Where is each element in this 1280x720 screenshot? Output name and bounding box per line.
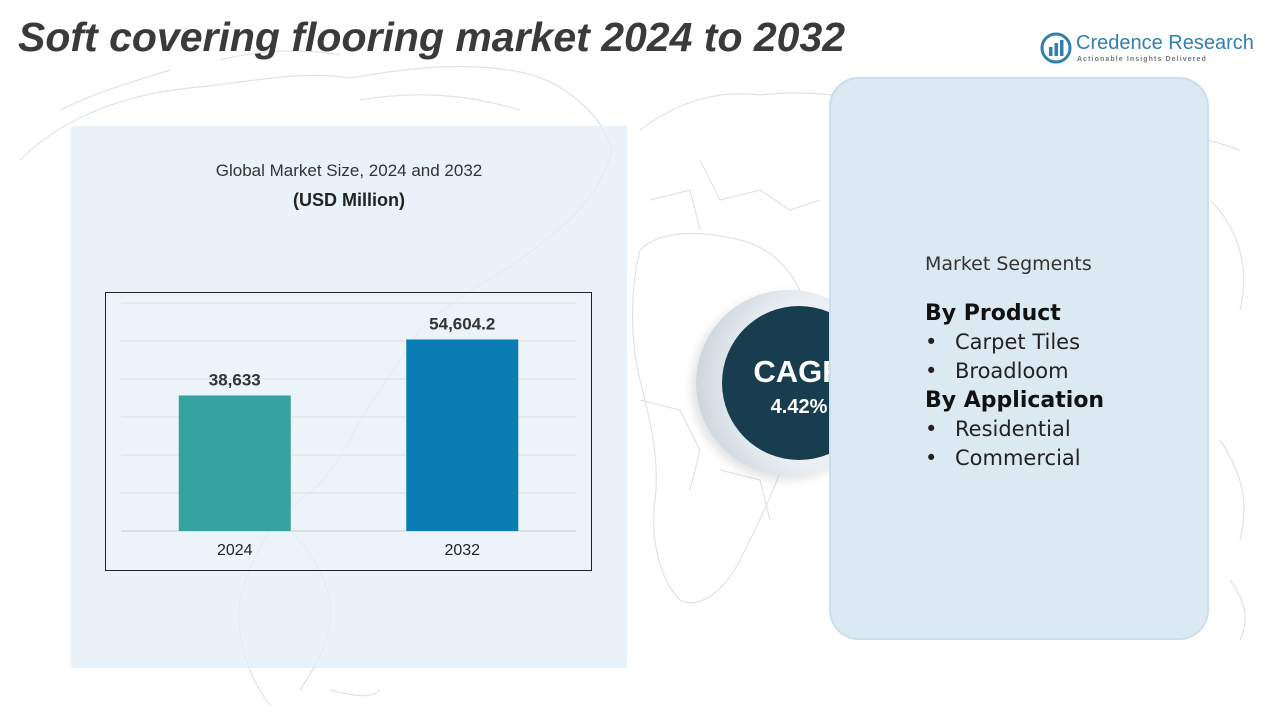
- segment-item: • Commercial: [925, 444, 1195, 473]
- x-tick-label-2032: 2032: [444, 542, 480, 559]
- segment-item-label: Broadloom: [955, 359, 1069, 383]
- chart-unit: (USD Million): [293, 190, 405, 210]
- segment-item: • Carpet Tiles: [925, 328, 1195, 357]
- brand-tagline: Actionable Insights Delivered: [1077, 56, 1207, 63]
- segment-group-title: By Application: [925, 388, 1105, 413]
- bar-chart-magnifier-icon: [1040, 32, 1072, 64]
- bar-2024: [178, 395, 291, 531]
- bullet-icon: •: [925, 330, 938, 354]
- page-title: Soft covering flooring market 2024 to 20…: [18, 14, 846, 60]
- chart-panel: Global Market Size, 2024 and 2032 (USD M…: [71, 126, 627, 668]
- x-tick-label-2024: 2024: [217, 542, 253, 559]
- segments-list: By Product • Carpet Tiles • Broadloom By A…: [925, 299, 1195, 473]
- chart-title: Global Market Size, 2024 and 2032: [215, 161, 483, 180]
- segment-item: • Broadloom: [925, 357, 1195, 386]
- bar-chart-frame: 38,633 2024 54,604.2 2032: [105, 292, 592, 571]
- data-label-2032: 54,604.2: [429, 314, 495, 333]
- segment-group-title: By Product: [925, 301, 1061, 326]
- segments-panel: [829, 77, 1209, 640]
- segment-item-label: Residential: [955, 417, 1071, 441]
- bullet-icon: •: [925, 446, 938, 470]
- brand-logo: Credence Research Actionable Insights De…: [1040, 30, 1260, 70]
- bullet-icon: •: [925, 417, 938, 441]
- bullet-icon: •: [925, 359, 938, 383]
- segments-heading: Market Segments: [925, 253, 1092, 275]
- brand-name: Credence Research: [1076, 32, 1254, 54]
- segment-item-label: Commercial: [955, 446, 1081, 470]
- segment-item: • Residential: [925, 415, 1195, 444]
- data-label-2024: 38,633: [209, 370, 261, 389]
- bar-2032: [406, 339, 519, 531]
- bar-chart: 38,633 2024 54,604.2 2032: [121, 302, 576, 559]
- segment-item-label: Carpet Tiles: [955, 330, 1081, 354]
- cagr-value: 4.42%: [770, 396, 828, 418]
